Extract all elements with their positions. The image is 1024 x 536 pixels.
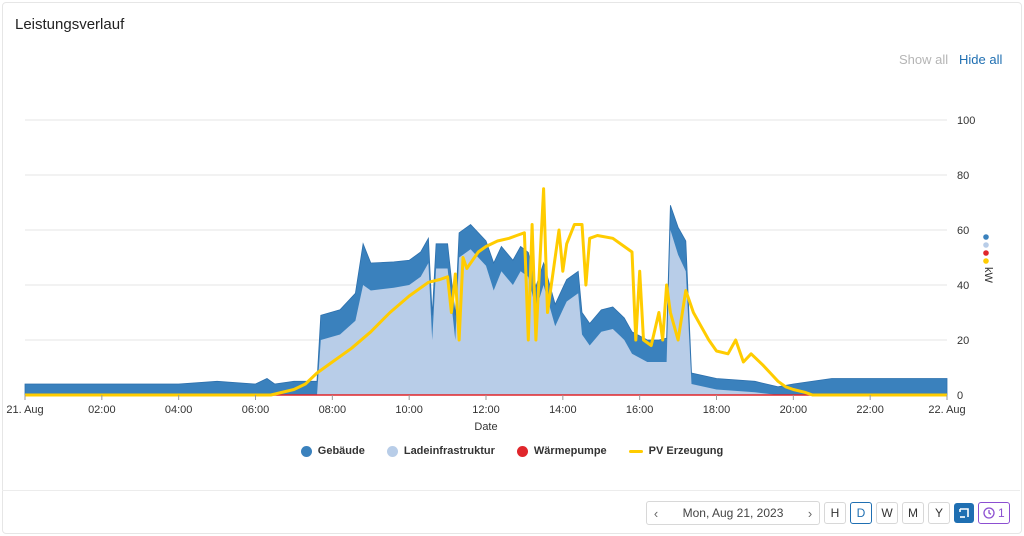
power-chart: 21. Aug 02:00 04:00 06:00 08:00 10:00 12:00 14:…: [6, 115, 994, 433]
legend-marker-gebaeude: [300, 445, 312, 457]
chart-legend: Gebäude Ladeinfrastruktur Wärmepumpe PV …: [0, 445, 1024, 457]
y-axis-title: kW: [982, 267, 994, 284]
x-tick-label: 08:00: [319, 404, 347, 416]
clock-icon: [983, 507, 995, 519]
legend-label-ladeinfrastruktur: Ladeinfrastruktur: [403, 445, 495, 457]
legend-item-waermepumpe[interactable]: Wärmepumpe: [516, 445, 607, 457]
x-axis: 21. Aug 02:00 04:00 06:00 08:00 10:00 12:00 14:…: [6, 395, 966, 416]
x-tick-label: 04:00: [165, 404, 193, 416]
date-picker: ‹ Mon, Aug 21, 2023 ›: [646, 501, 820, 525]
period-button-hour[interactable]: H: [824, 502, 846, 524]
legend-item-gebaeude[interactable]: Gebäude: [300, 445, 365, 457]
y-tick-label: 100: [957, 115, 975, 127]
y-axis-series-dot: [983, 234, 989, 240]
range-button[interactable]: [954, 503, 974, 523]
x-tick-label: 14:00: [549, 404, 577, 416]
chart-areas: [24, 205, 948, 396]
x-tick-label: 21. Aug: [6, 404, 43, 416]
y-axis-series-dots: [983, 234, 989, 264]
legend-marker-ladeinfrastruktur: [386, 445, 398, 457]
y-axis: 0 20 40 60 80 100: [957, 115, 975, 402]
legend-marker-pv: [628, 449, 643, 453]
y-axis-series-dot: [983, 250, 989, 256]
legend-label-gebaeude: Gebäude: [317, 445, 365, 457]
y-tick-label: 40: [957, 280, 969, 292]
legend-item-pv[interactable]: PV Erzeugung: [628, 445, 724, 457]
series-ladeinfrastruktur-area: [25, 230, 947, 395]
series-pv-line: [25, 187, 947, 397]
y-tick-label: 60: [957, 225, 969, 237]
period-button-month[interactable]: M: [902, 502, 924, 524]
card-title: Leistungsverlauf: [15, 16, 125, 33]
hide-all-link[interactable]: Hide all: [959, 52, 1003, 67]
x-tick-label: 10:00: [395, 404, 423, 416]
x-tick-label: 06:00: [242, 404, 270, 416]
y-axis-series-dot: [983, 258, 989, 264]
date-navigation: ‹ Mon, Aug 21, 2023 › H D W M Y 1: [646, 501, 1010, 525]
x-tick-label: 18:00: [703, 404, 731, 416]
chevron-right-icon[interactable]: ›: [807, 505, 813, 521]
legend-marker-waermepumpe: [516, 445, 528, 457]
y-tick-label: 80: [957, 170, 969, 182]
period-button-day[interactable]: D: [850, 502, 872, 524]
bracket-icon: [959, 508, 969, 518]
period-button-week[interactable]: W: [876, 502, 898, 524]
history-button[interactable]: 1: [978, 502, 1010, 524]
date-display[interactable]: Mon, Aug 21, 2023: [682, 506, 784, 520]
x-tick-label: 02:00: [88, 404, 116, 416]
x-tick-label: 20:00: [780, 404, 808, 416]
legend-label-pv: PV Erzeugung: [648, 445, 724, 457]
legend-item-ladeinfrastruktur[interactable]: Ladeinfrastruktur: [386, 445, 495, 457]
chevron-left-icon[interactable]: ‹: [653, 505, 659, 521]
y-axis-series-dot: [983, 242, 989, 248]
period-button-year[interactable]: Y: [928, 502, 950, 524]
footer-divider: [2, 490, 1020, 491]
x-tick-label: 16:00: [626, 404, 654, 416]
y-tick-label: 0: [957, 390, 963, 402]
show-all-link[interactable]: Show all: [899, 52, 949, 67]
y-tick-label: 20: [957, 335, 969, 347]
legend-label-waermepumpe: Wärmepumpe: [533, 445, 607, 457]
x-tick-label: 22:00: [856, 404, 884, 416]
x-tick-label: 12:00: [472, 404, 500, 416]
x-axis-title: Date: [474, 421, 497, 433]
x-tick-label: 22. Aug: [928, 404, 965, 416]
history-count: 1: [998, 506, 1005, 520]
